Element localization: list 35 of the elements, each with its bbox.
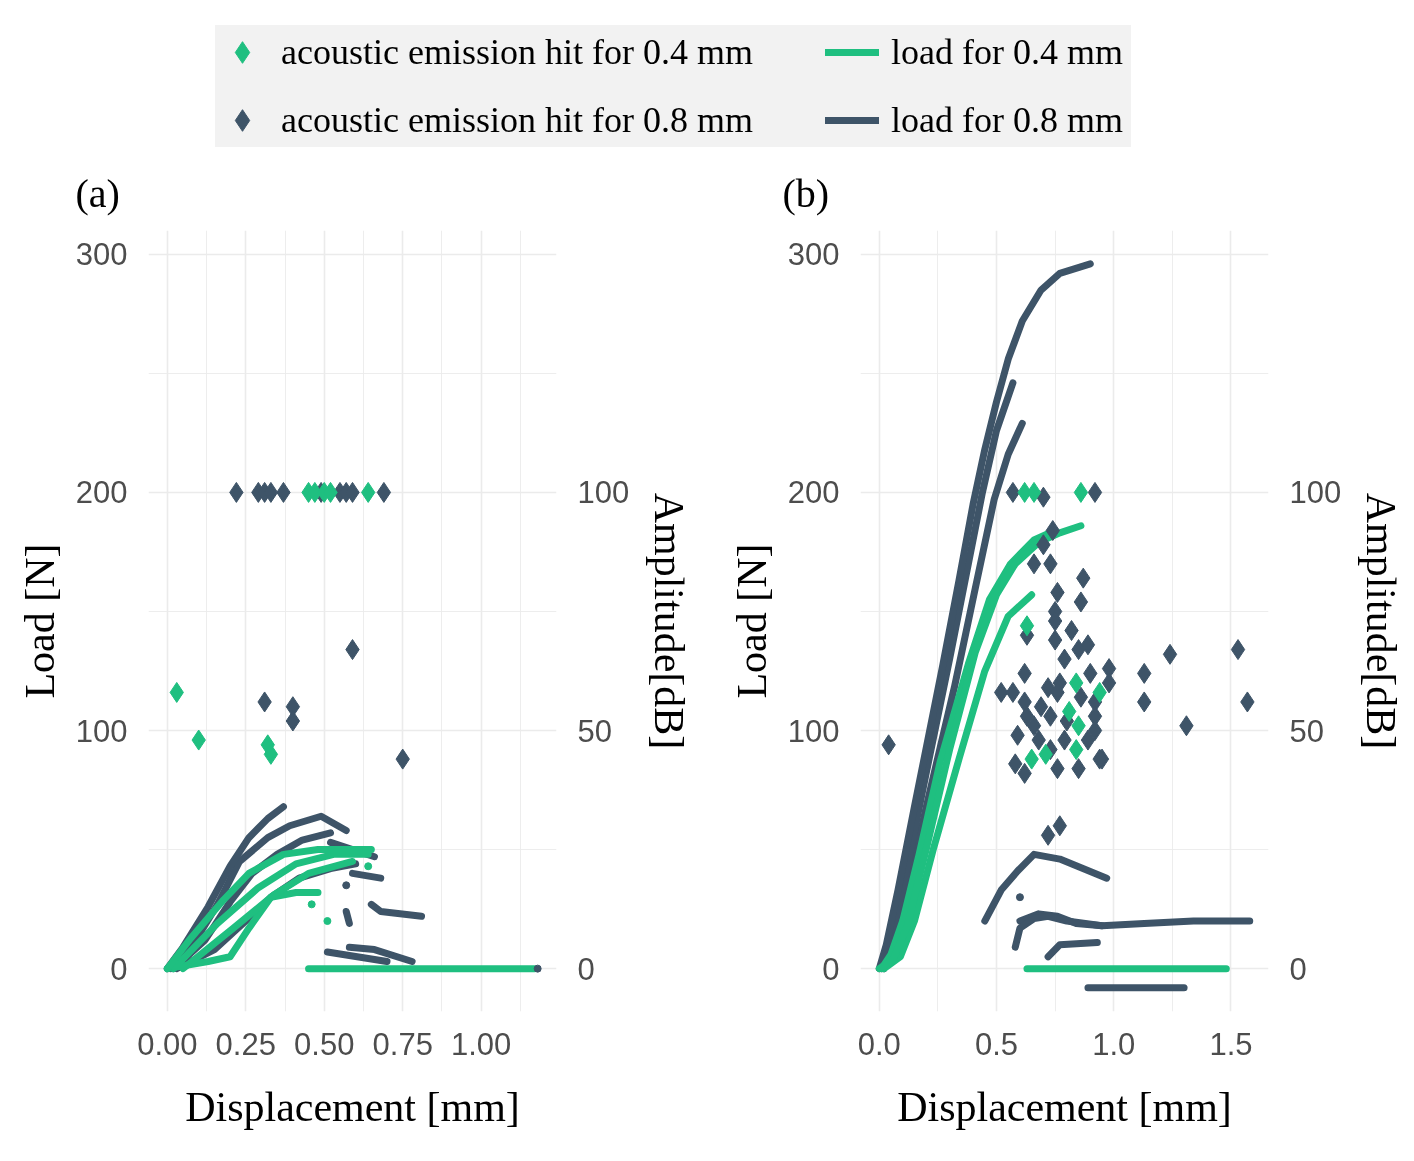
legend-label: acoustic emission hit for 0.4 mm	[281, 31, 754, 73]
legend-label: acoustic emission hit for 0.8 mm	[281, 99, 754, 141]
y-tick-label: 200	[75, 475, 128, 511]
x-tick-label: 1.00	[451, 1026, 512, 1062]
y2-tick-label: 100	[577, 475, 630, 511]
y-axis-title: Load [N]	[16, 543, 63, 699]
x-tick-label: 0.25	[215, 1026, 276, 1062]
x-tick-label: 0.50	[294, 1026, 355, 1062]
y-tick-label: 200	[787, 475, 840, 511]
y2-tick-label: 100	[1289, 475, 1342, 511]
x-tick-label: 0.5	[974, 1026, 1019, 1062]
y2-axis-title: Amplitude[dB]	[1358, 492, 1405, 750]
x-tick-label: 0.0	[857, 1026, 901, 1062]
y-axis-title: Load [N]	[728, 543, 775, 699]
x-axis-title: Displacement [mm]	[185, 1083, 520, 1130]
x-tick-label: 1.5	[1209, 1026, 1253, 1062]
y-tick-label: 0	[822, 951, 840, 987]
y2-tick-label: 50	[577, 713, 612, 749]
y-tick-label: 300	[75, 237, 128, 273]
legend-label: load for 0.8 mm	[891, 99, 1124, 141]
y2-tick-label: 0	[1289, 951, 1307, 987]
y-tick-label: 0	[110, 951, 128, 987]
x-tick-label: 1.0	[1092, 1026, 1136, 1062]
x-tick-label: 0.00	[137, 1026, 198, 1062]
chart-title: (a)	[75, 170, 120, 216]
y2-tick-label: 50	[1289, 713, 1324, 749]
y2-tick-label: 0	[577, 951, 595, 987]
y-tick-label: 100	[75, 713, 128, 749]
chart-title: (b)	[782, 170, 830, 216]
y-tick-label: 100	[787, 713, 840, 749]
x-tick-label: 0.75	[372, 1026, 433, 1062]
x-axis-title: Displacement [mm]	[897, 1083, 1232, 1130]
legend-label: load for 0.4 mm	[891, 31, 1124, 73]
y2-axis-title: Amplitude[dB]	[646, 492, 693, 750]
y-tick-label: 300	[787, 237, 840, 273]
